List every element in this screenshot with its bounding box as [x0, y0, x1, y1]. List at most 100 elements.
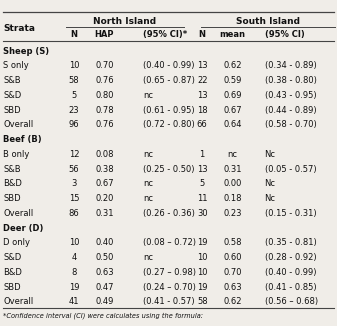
Text: 41: 41: [69, 297, 80, 306]
Text: 15: 15: [69, 194, 80, 203]
Text: (0.15 - 0.31): (0.15 - 0.31): [265, 209, 316, 218]
Text: 0.31: 0.31: [95, 209, 114, 218]
Text: 19: 19: [69, 283, 80, 291]
Text: N: N: [199, 30, 206, 39]
Text: (0.40 - 0.99): (0.40 - 0.99): [143, 61, 195, 70]
Text: SBD: SBD: [3, 194, 21, 203]
Text: 0.80: 0.80: [95, 91, 114, 100]
Text: (0.27 – 0.98): (0.27 – 0.98): [143, 268, 196, 277]
Text: 0.78: 0.78: [95, 106, 114, 114]
Text: 5: 5: [71, 91, 77, 100]
Text: 19: 19: [197, 283, 208, 291]
Text: 10: 10: [197, 268, 208, 277]
Text: North Island: North Island: [93, 17, 156, 26]
Text: 30: 30: [197, 209, 208, 218]
Text: B&D: B&D: [3, 268, 22, 277]
Text: 12: 12: [69, 150, 80, 159]
Text: nc: nc: [227, 150, 238, 159]
Text: Deer (D): Deer (D): [3, 224, 44, 232]
Text: 5: 5: [200, 179, 205, 188]
Text: SBD: SBD: [3, 283, 21, 291]
Text: S&D: S&D: [3, 253, 22, 262]
Text: 0.69: 0.69: [223, 91, 242, 100]
Text: N: N: [71, 30, 78, 39]
Text: B only: B only: [3, 150, 30, 159]
Text: Overall: Overall: [3, 209, 34, 218]
Text: (0.40 - 0.99): (0.40 - 0.99): [265, 268, 316, 277]
Text: (0.61 - 0.95): (0.61 - 0.95): [143, 106, 195, 114]
Text: HAP: HAP: [95, 30, 114, 39]
Text: (0.25 - 0.50): (0.25 - 0.50): [143, 165, 195, 173]
Text: (0.28 - 0.92): (0.28 - 0.92): [265, 253, 316, 262]
Text: 0.59: 0.59: [223, 76, 242, 85]
Text: 0.76: 0.76: [95, 76, 114, 85]
Text: nc: nc: [143, 150, 153, 159]
Text: (0.05 - 0.57): (0.05 - 0.57): [265, 165, 316, 173]
Text: (0.56 – 0.68): (0.56 – 0.68): [265, 297, 318, 306]
Text: 10: 10: [69, 238, 80, 247]
Text: 18: 18: [197, 106, 208, 114]
Text: nc: nc: [143, 91, 153, 100]
Text: 10: 10: [69, 61, 80, 70]
Text: S&B: S&B: [3, 165, 21, 173]
Text: Beef (B): Beef (B): [3, 135, 42, 144]
Text: S&D: S&D: [3, 91, 22, 100]
Text: (0.24 – 0.70): (0.24 – 0.70): [143, 283, 196, 291]
Text: 22: 22: [197, 76, 208, 85]
Text: 0.23: 0.23: [223, 209, 242, 218]
Text: B&D: B&D: [3, 179, 22, 188]
Text: 1: 1: [200, 150, 205, 159]
Text: SBD: SBD: [3, 106, 21, 114]
Text: South Island: South Island: [236, 17, 300, 26]
Text: 11: 11: [197, 194, 208, 203]
Text: Overall: Overall: [3, 120, 34, 129]
Text: 0.47: 0.47: [95, 283, 114, 291]
Text: *Confidence interval (CI) were calculates using the formula:: *Confidence interval (CI) were calculate…: [3, 313, 203, 319]
Text: 0.38: 0.38: [95, 165, 114, 173]
Text: 0.63: 0.63: [223, 283, 242, 291]
Text: 0.31: 0.31: [223, 165, 242, 173]
Text: (0.35 - 0.81): (0.35 - 0.81): [265, 238, 316, 247]
Text: 56: 56: [69, 165, 80, 173]
Text: 0.20: 0.20: [95, 194, 114, 203]
Text: (0.38 - 0.80): (0.38 - 0.80): [265, 76, 316, 85]
Text: Nc: Nc: [265, 194, 276, 203]
Text: (0.26 - 0.36): (0.26 - 0.36): [143, 209, 195, 218]
Text: (0.08 – 0.72): (0.08 – 0.72): [143, 238, 196, 247]
Text: (0.34 - 0.89): (0.34 - 0.89): [265, 61, 316, 70]
Text: 0.50: 0.50: [95, 253, 114, 262]
Text: S only: S only: [3, 61, 29, 70]
Text: 58: 58: [197, 297, 208, 306]
Text: 58: 58: [69, 76, 80, 85]
Text: D only: D only: [3, 238, 30, 247]
Text: 0.67: 0.67: [223, 106, 242, 114]
Text: 0.60: 0.60: [223, 253, 242, 262]
Text: (0.65 - 0.87): (0.65 - 0.87): [143, 76, 195, 85]
Text: nc: nc: [143, 179, 153, 188]
Text: (0.72 - 0.80): (0.72 - 0.80): [143, 120, 195, 129]
Text: 19: 19: [197, 238, 208, 247]
Text: 0.64: 0.64: [223, 120, 242, 129]
Text: 0.49: 0.49: [95, 297, 114, 306]
Text: (0.44 - 0.89): (0.44 - 0.89): [265, 106, 316, 114]
Text: 13: 13: [197, 91, 208, 100]
Text: 86: 86: [69, 209, 80, 218]
Text: S&B: S&B: [3, 76, 21, 85]
Text: mean: mean: [219, 30, 246, 39]
Text: 10: 10: [197, 253, 208, 262]
Text: (95% CI): (95% CI): [265, 30, 304, 39]
Text: 96: 96: [69, 120, 80, 129]
Text: (0.43 - 0.95): (0.43 - 0.95): [265, 91, 316, 100]
Text: 0.62: 0.62: [223, 297, 242, 306]
Text: 0.08: 0.08: [95, 150, 114, 159]
Text: nc: nc: [143, 253, 153, 262]
Text: 0.00: 0.00: [223, 179, 242, 188]
Text: (0.58 - 0.70): (0.58 - 0.70): [265, 120, 316, 129]
Text: 0.76: 0.76: [95, 120, 114, 129]
Text: Overall: Overall: [3, 297, 34, 306]
Text: 0.63: 0.63: [95, 268, 114, 277]
Text: Nc: Nc: [265, 150, 276, 159]
Text: (0.41 - 0.85): (0.41 - 0.85): [265, 283, 316, 291]
Text: 3: 3: [71, 179, 77, 188]
Text: (95% CI)*: (95% CI)*: [143, 30, 187, 39]
